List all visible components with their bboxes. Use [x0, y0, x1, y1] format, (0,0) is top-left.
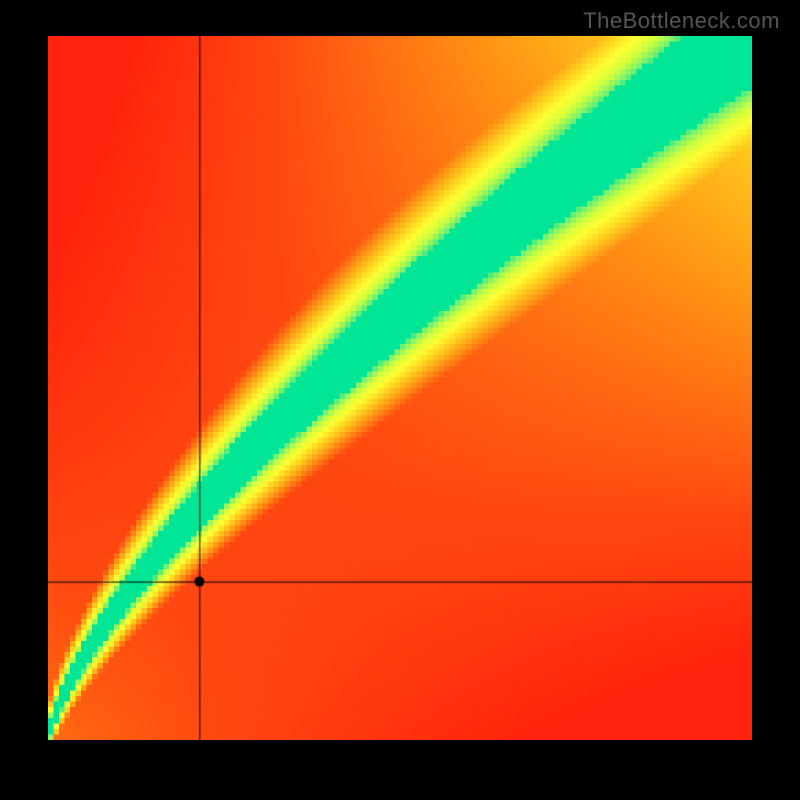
- crosshair-overlay: [48, 36, 752, 740]
- watermark-label: TheBottleneck.com: [583, 8, 780, 34]
